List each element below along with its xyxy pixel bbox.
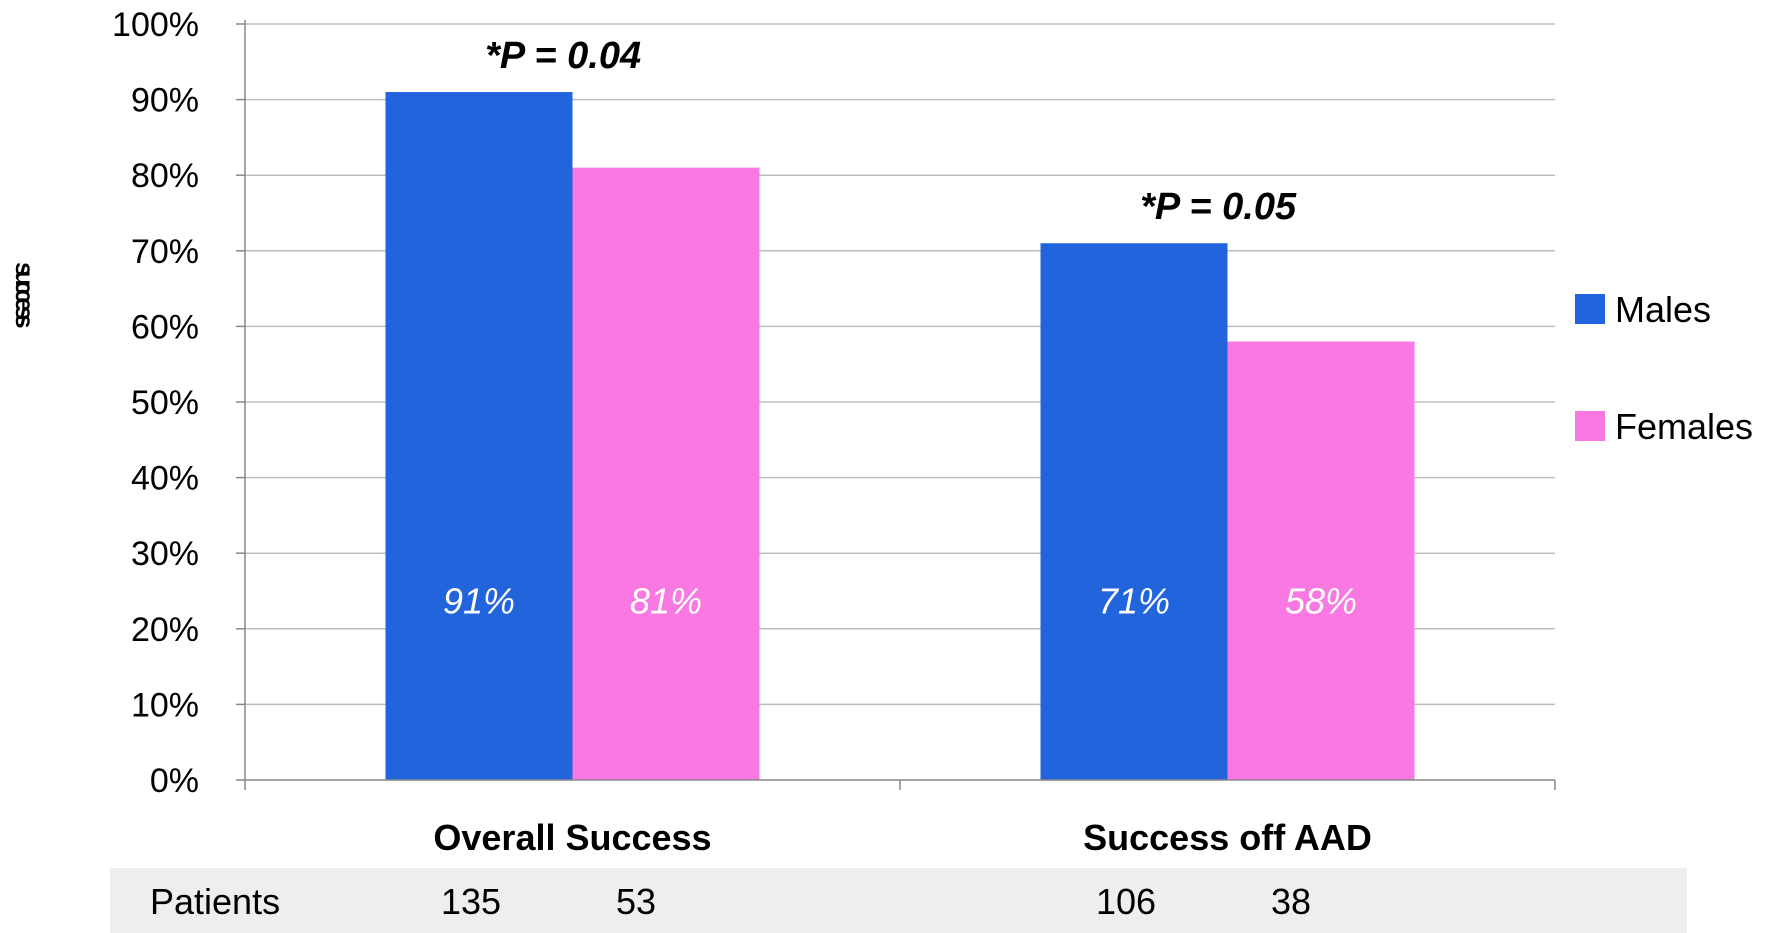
bar-females-0 bbox=[573, 168, 760, 780]
x-category-label: Overall Success bbox=[433, 817, 711, 858]
patients-count: 53 bbox=[616, 881, 656, 922]
y-tick-label: 60% bbox=[131, 308, 199, 346]
legend-label-females: Females bbox=[1615, 406, 1753, 447]
y-tick-label: 70% bbox=[131, 233, 199, 271]
p-value-annotation: *P = 0.05 bbox=[1140, 186, 1297, 228]
patients-table: Patients 135 53 106 38 bbox=[110, 868, 1687, 933]
data-label: 81% bbox=[630, 581, 702, 622]
y-axis-ticks: 0% 10% 20% 30% 40% 50% 60% 70% 80% 90% 100% bbox=[112, 6, 245, 800]
patients-count: 38 bbox=[1271, 881, 1311, 922]
patients-count: 106 bbox=[1096, 881, 1156, 922]
bar-males-1 bbox=[1041, 243, 1228, 780]
patients-count: 135 bbox=[441, 881, 501, 922]
y-tick-label: 50% bbox=[131, 384, 199, 422]
y-tick-label: 20% bbox=[131, 611, 199, 649]
legend-swatch-females bbox=[1575, 411, 1605, 441]
data-label: 71% bbox=[1098, 581, 1170, 622]
legend: Males Females bbox=[1575, 289, 1753, 447]
y-axis-label: success bbox=[10, 262, 40, 328]
y-tick-label: 0% bbox=[150, 762, 199, 800]
y-tick-label: 10% bbox=[131, 686, 199, 724]
p-value-annotation: *P = 0.04 bbox=[485, 35, 641, 77]
y-tick-label: 80% bbox=[131, 157, 199, 195]
y-tick-label: 40% bbox=[131, 460, 199, 498]
patients-table-background bbox=[110, 868, 1687, 933]
data-label: 58% bbox=[1285, 581, 1357, 622]
x-category-label: Success off AAD bbox=[1083, 817, 1372, 858]
data-label: 91% bbox=[443, 581, 515, 622]
y-tick-label: 90% bbox=[131, 82, 199, 120]
patients-label: Patients bbox=[150, 881, 280, 922]
y-tick-label: 30% bbox=[131, 535, 199, 573]
bar-females-1 bbox=[1228, 342, 1415, 780]
bar-males-0 bbox=[386, 92, 573, 780]
category-labels: Overall Success Success off AAD bbox=[433, 817, 1371, 858]
legend-label-males: Males bbox=[1615, 289, 1711, 330]
legend-swatch-males bbox=[1575, 294, 1605, 324]
y-tick-label: 100% bbox=[112, 6, 199, 44]
